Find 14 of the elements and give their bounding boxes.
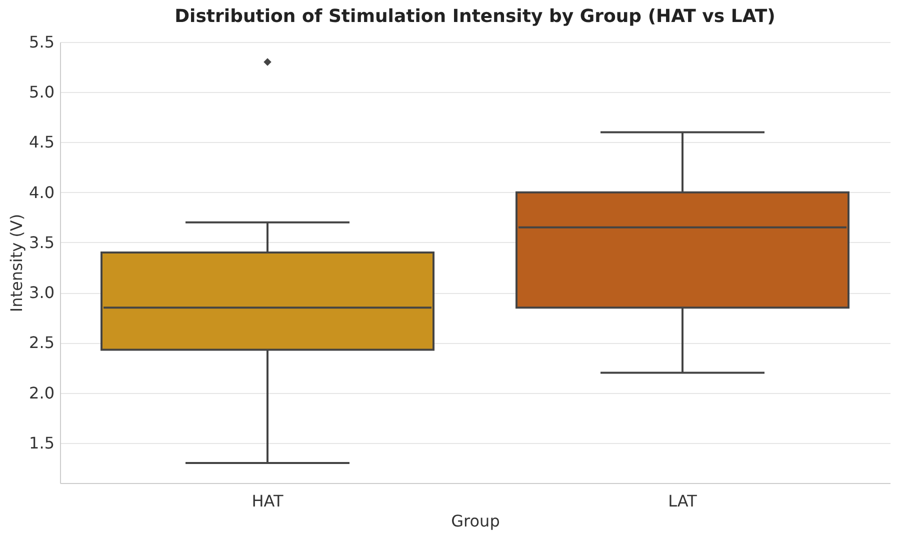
x-tick-label: LAT xyxy=(668,492,698,510)
x-axis-title: Group xyxy=(451,512,500,530)
y-tick-label: 1.5 xyxy=(29,433,54,452)
y-tick-label: 3.0 xyxy=(29,283,54,302)
y-tick-label: 5.0 xyxy=(29,82,54,102)
y-tick-label: 2.5 xyxy=(29,333,54,352)
y-tick-label: 5.5 xyxy=(29,32,54,52)
y-axis-title: Intensity (V) xyxy=(7,214,26,312)
y-tick-label: 4.0 xyxy=(29,182,54,202)
chart-title: Distribution of Stimulation Intensity by Group (HAT vs LAT) xyxy=(174,6,776,27)
y-tick-label: 4.5 xyxy=(29,132,54,152)
y-tick-label: 2.0 xyxy=(29,383,54,402)
y-tick-label: 3.5 xyxy=(29,232,54,252)
x-tick-label: HAT xyxy=(252,492,284,510)
